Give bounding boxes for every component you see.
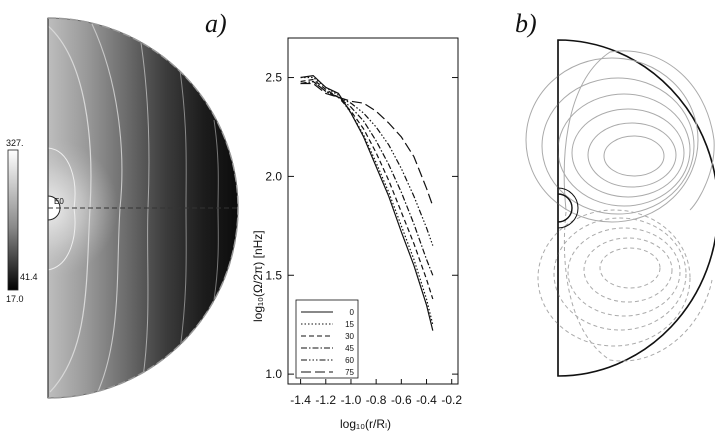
core-highlight — [48, 100, 140, 320]
panel-b-label: b) — [515, 9, 537, 38]
half-disk-outline — [47, 17, 239, 399]
series-line-30 — [300, 78, 434, 300]
legend-label-15: 15 — [345, 320, 354, 329]
legend-label-75: 75 — [345, 368, 354, 377]
series-lines — [300, 74, 434, 331]
y-axis-title: log₁₀(Ω/2π) [nHz] — [251, 230, 265, 322]
x-tick-label: -1.0 — [341, 393, 362, 407]
x-tick-label: -1.2 — [315, 393, 336, 407]
legend: 0 15 30 45 60 75 — [295, 299, 359, 379]
meridional-rotation-map: E0 — [47, 17, 239, 399]
x-axis-ticks: -1.4 -1.2 -1.0 -0.8 -0.6 -0.4 -0.2 — [290, 379, 462, 407]
y-tick-label: 1.5 — [265, 268, 282, 282]
y-tick-label: 2.5 — [265, 71, 282, 85]
colorbar: 327. 41.4 17.0 — [6, 138, 38, 304]
center-label: E0 — [54, 197, 64, 206]
colorbar-gradient-bar — [7, 149, 19, 291]
legend-label-45: 45 — [345, 344, 354, 353]
colorbar-min-label: 17.0 — [6, 294, 24, 304]
x-tick-label: -0.6 — [391, 393, 412, 407]
core-boundary-b-outer — [557, 187, 579, 229]
core-boundary-b — [557, 193, 573, 223]
colorbar-max-label: 327. — [6, 138, 24, 148]
series-line-45 — [300, 80, 434, 276]
y-axis-ticks: 1.0 1.5 2.0 2.5 — [265, 71, 458, 381]
legend-box — [295, 299, 359, 379]
lower-cell-streamlines — [537, 209, 713, 362]
y-tick-label: 1.0 — [265, 367, 282, 381]
upper-cell-streamlines — [525, 50, 715, 223]
legend-label-0: 0 — [350, 308, 355, 317]
panel-a-label: a) — [205, 9, 227, 38]
series-line-15 — [300, 76, 434, 325]
x-tick-label: -0.2 — [441, 393, 462, 407]
y-tick-label: 2.0 — [265, 169, 282, 183]
legend-label-30: 30 — [345, 332, 354, 341]
legend-label-60: 60 — [345, 356, 354, 365]
series-line-75 — [300, 82, 434, 207]
colorbar-mid-label: 41.4 — [20, 272, 38, 282]
x-tick-label: -1.4 — [290, 393, 311, 407]
x-axis-title: log₁₀(r/Rₗ) — [340, 417, 391, 431]
rotation-profile-chart: -1.4 -1.2 -1.0 -0.8 -0.6 -0.4 -0.2 1.0 1.5 2.0 2.… — [251, 37, 462, 431]
meridional-circulation-map — [525, 39, 715, 377]
x-tick-label: -0.4 — [416, 393, 437, 407]
x-tick-label: -0.8 — [366, 393, 387, 407]
